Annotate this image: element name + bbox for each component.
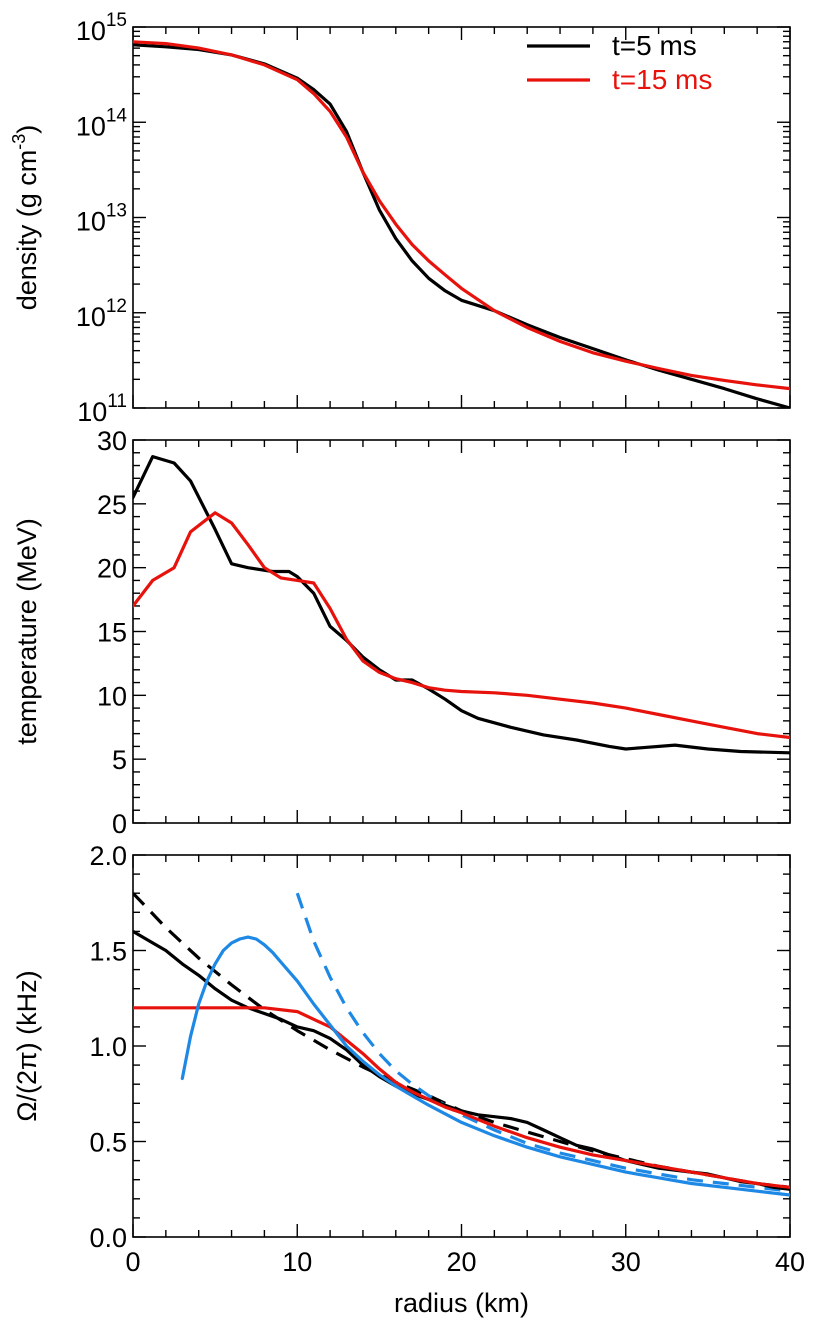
x-tick-label: 10 [282,1247,312,1277]
x-tick-label: 40 [775,1247,805,1277]
y-tick-label: 0.0 [89,1223,127,1253]
series-line-0 [133,43,790,408]
series-line-1 [133,511,790,740]
temperature-panel: 0 5 10 15 20 25 30 temperature (MeV) [12,426,791,839]
y-tick-label: 1014 [76,105,128,141]
y-tick-label: 1.0 [89,1032,127,1062]
dashed-series-line-0 [133,892,790,1189]
y-tick-label: 1012 [76,296,127,332]
y-tick-label: 1.5 [89,937,127,967]
y-tick-label: 1011 [77,391,127,427]
legend-label: t=15 ms [612,64,712,95]
plot-frame [132,439,791,824]
rotation-frequency-panel: 0.0 0.5 1.0 1.5 2.0 0 10 20 30 40 Ω/(2π) (kHz) radi… [12,841,805,1318]
series-line-4 [180,935,790,1197]
dashed-series-line-1 [295,892,790,1193]
series-line-0 [133,455,790,755]
y-tick-label: 20 [97,554,127,584]
y-tick-label: 1015 [76,10,127,46]
y-tick-label: 0 [112,809,127,839]
y-tick-label: 30 [97,426,127,456]
y-tick-label: 10 [97,681,127,711]
y-tick-label: 2.0 [89,841,127,871]
y-tick-label: 0.5 [89,1128,127,1158]
x-tick-label: 20 [446,1247,476,1277]
series-line-1 [133,40,790,391]
series-line-3 [133,1006,790,1189]
y-tick-label: 15 [97,618,127,648]
y-axis-title: Ω/(2π) (kHz) [12,970,42,1121]
y-tick-label: 5 [112,745,127,775]
y-tick-label: 25 [97,490,127,520]
series-line-2 [133,929,790,1191]
y-tick-label: 1013 [76,201,127,237]
x-tick-label: 0 [125,1247,140,1277]
x-axis-title: radius (km) [394,1288,529,1318]
legend-label: t=5 ms [612,30,697,61]
y-axis-title: temperature (MeV) [12,518,42,745]
x-tick-label: 30 [611,1247,641,1277]
density-panel: 1011 1012 1013 1014 1015 density (g cm-3) t=5 … [9,10,791,427]
y-axis-title: density (g cm-3) [9,125,42,311]
